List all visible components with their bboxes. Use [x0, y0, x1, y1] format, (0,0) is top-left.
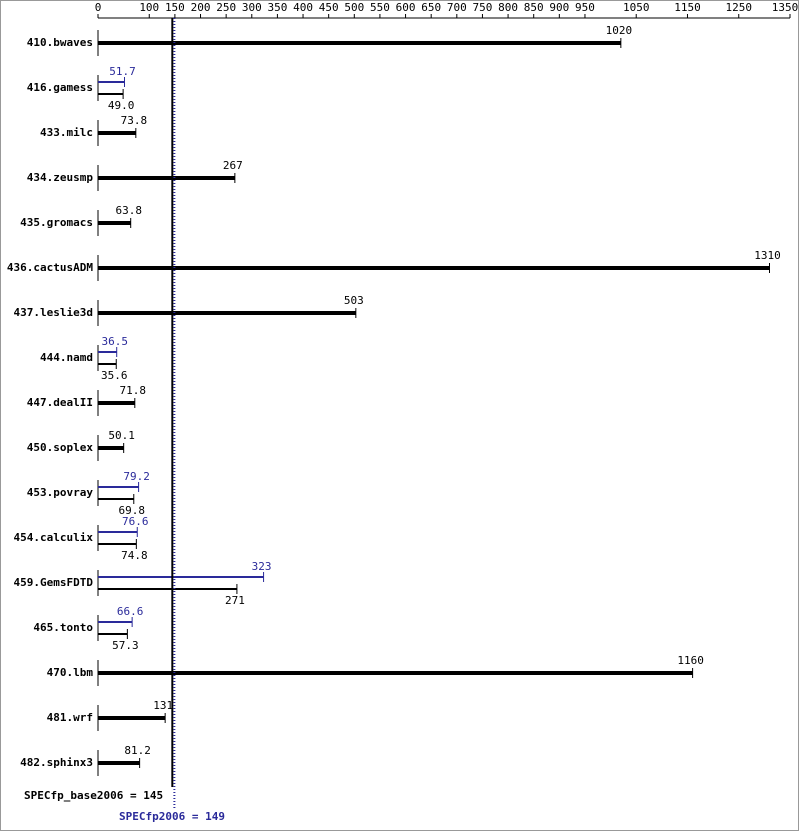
base-bar — [98, 93, 124, 95]
peak-bar — [98, 621, 133, 623]
x-tick-label: 1250 — [725, 1, 752, 14]
x-tick-label: 600 — [396, 1, 416, 14]
base-bar — [98, 633, 128, 635]
base-label: 63.8 — [115, 204, 142, 217]
x-tick-label: 650 — [421, 1, 441, 14]
x-tick-label: 500 — [344, 1, 364, 14]
base-bar — [98, 266, 770, 270]
base-bar — [98, 41, 621, 45]
y-tick-label: 453.povray — [27, 486, 94, 499]
base-label: 74.8 — [121, 549, 148, 562]
base-label: 131 — [153, 699, 173, 712]
base-bar — [98, 543, 137, 545]
base-label: 267 — [223, 159, 243, 172]
y-tick-label: 459.GemsFDTD — [14, 576, 94, 589]
y-tick-label: 470.lbm — [47, 666, 94, 679]
y-tick-label: 444.namd — [40, 351, 93, 364]
x-tick-label: 1150 — [674, 1, 701, 14]
peak-score-label: SPECfp2006 = 149 — [119, 810, 225, 823]
y-tick-label: 434.zeusmp — [27, 171, 94, 184]
y-tick-label: 410.bwaves — [27, 36, 93, 49]
base-bar — [98, 761, 140, 765]
base-bar — [98, 176, 235, 180]
base-bar — [98, 311, 356, 315]
x-tick-label: 450 — [319, 1, 339, 14]
base-label: 1020 — [606, 24, 633, 37]
base-label: 73.8 — [121, 114, 148, 127]
base-bar — [98, 446, 124, 450]
x-tick-label: 1050 — [623, 1, 650, 14]
peak-label: 36.5 — [101, 335, 128, 348]
y-tick-label: 450.soplex — [27, 441, 94, 454]
base-bar — [98, 401, 135, 405]
peak-bar — [98, 351, 117, 353]
x-tick-label: 200 — [191, 1, 211, 14]
peak-bar — [98, 81, 125, 83]
base-bar — [98, 716, 166, 720]
x-tick-label: 700 — [447, 1, 467, 14]
base-bar — [98, 588, 237, 590]
y-tick-label: 454.calculix — [14, 531, 94, 544]
y-tick-label: 437.leslie3d — [14, 306, 93, 319]
x-tick-label: 350 — [267, 1, 287, 14]
base-bar — [98, 131, 136, 135]
base-label: 49.0 — [108, 99, 135, 112]
peak-bar — [98, 531, 138, 533]
base-label: 1310 — [754, 249, 781, 262]
x-tick-label: 800 — [498, 1, 518, 14]
y-tick-label: 436.cactusADM — [7, 261, 93, 274]
peak-bar — [98, 576, 264, 578]
base-label: 81.2 — [124, 744, 151, 757]
x-tick-label: 300 — [242, 1, 262, 14]
peak-label: 76.6 — [122, 515, 149, 528]
base-score-label: SPECfp_base2006 = 145 — [24, 789, 163, 802]
base-bar — [98, 221, 131, 225]
x-tick-label: 1350 — [772, 1, 799, 14]
x-tick-label: 100 — [139, 1, 159, 14]
base-label: 69.8 — [119, 504, 146, 517]
base-label: 503 — [344, 294, 364, 307]
x-tick-label: 750 — [473, 1, 493, 14]
base-label: 271 — [225, 594, 245, 607]
y-tick-label: 481.wrf — [47, 711, 93, 724]
base-bar — [98, 363, 117, 365]
base-label: 50.1 — [108, 429, 135, 442]
peak-label: 323 — [252, 560, 272, 573]
x-tick-label: 950 — [575, 1, 595, 14]
peak-label: 79.2 — [123, 470, 150, 483]
x-tick-label: 150 — [165, 1, 185, 14]
x-tick-label: 850 — [524, 1, 544, 14]
base-bar — [98, 498, 134, 500]
y-tick-label: 416.gamess — [27, 81, 93, 94]
x-tick-label: 0 — [95, 1, 102, 14]
x-tick-label: 550 — [370, 1, 390, 14]
base-label: 57.3 — [112, 639, 139, 652]
x-tick-label: 400 — [293, 1, 313, 14]
y-tick-label: 465.tonto — [33, 621, 93, 634]
x-tick-label: 250 — [216, 1, 236, 14]
y-tick-label: 433.milc — [40, 126, 93, 139]
peak-bar — [98, 486, 139, 488]
x-tick-label: 900 — [549, 1, 569, 14]
base-label: 71.8 — [120, 384, 147, 397]
peak-label: 51.7 — [109, 65, 136, 78]
peak-label: 66.6 — [117, 605, 144, 618]
y-tick-label: 435.gromacs — [20, 216, 93, 229]
y-tick-label: 447.dealII — [27, 396, 93, 409]
base-label: 35.6 — [101, 369, 128, 382]
base-bar — [98, 671, 693, 675]
base-label: 1160 — [677, 654, 704, 667]
y-tick-label: 482.sphinx3 — [20, 756, 93, 769]
